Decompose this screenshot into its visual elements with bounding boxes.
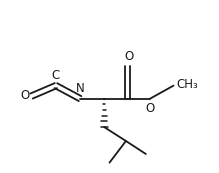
Text: CH₃: CH₃	[176, 78, 198, 91]
Text: O: O	[124, 50, 133, 63]
Text: O: O	[146, 102, 155, 115]
Text: N: N	[76, 82, 85, 95]
Text: C: C	[52, 69, 60, 82]
Text: O: O	[20, 89, 30, 102]
